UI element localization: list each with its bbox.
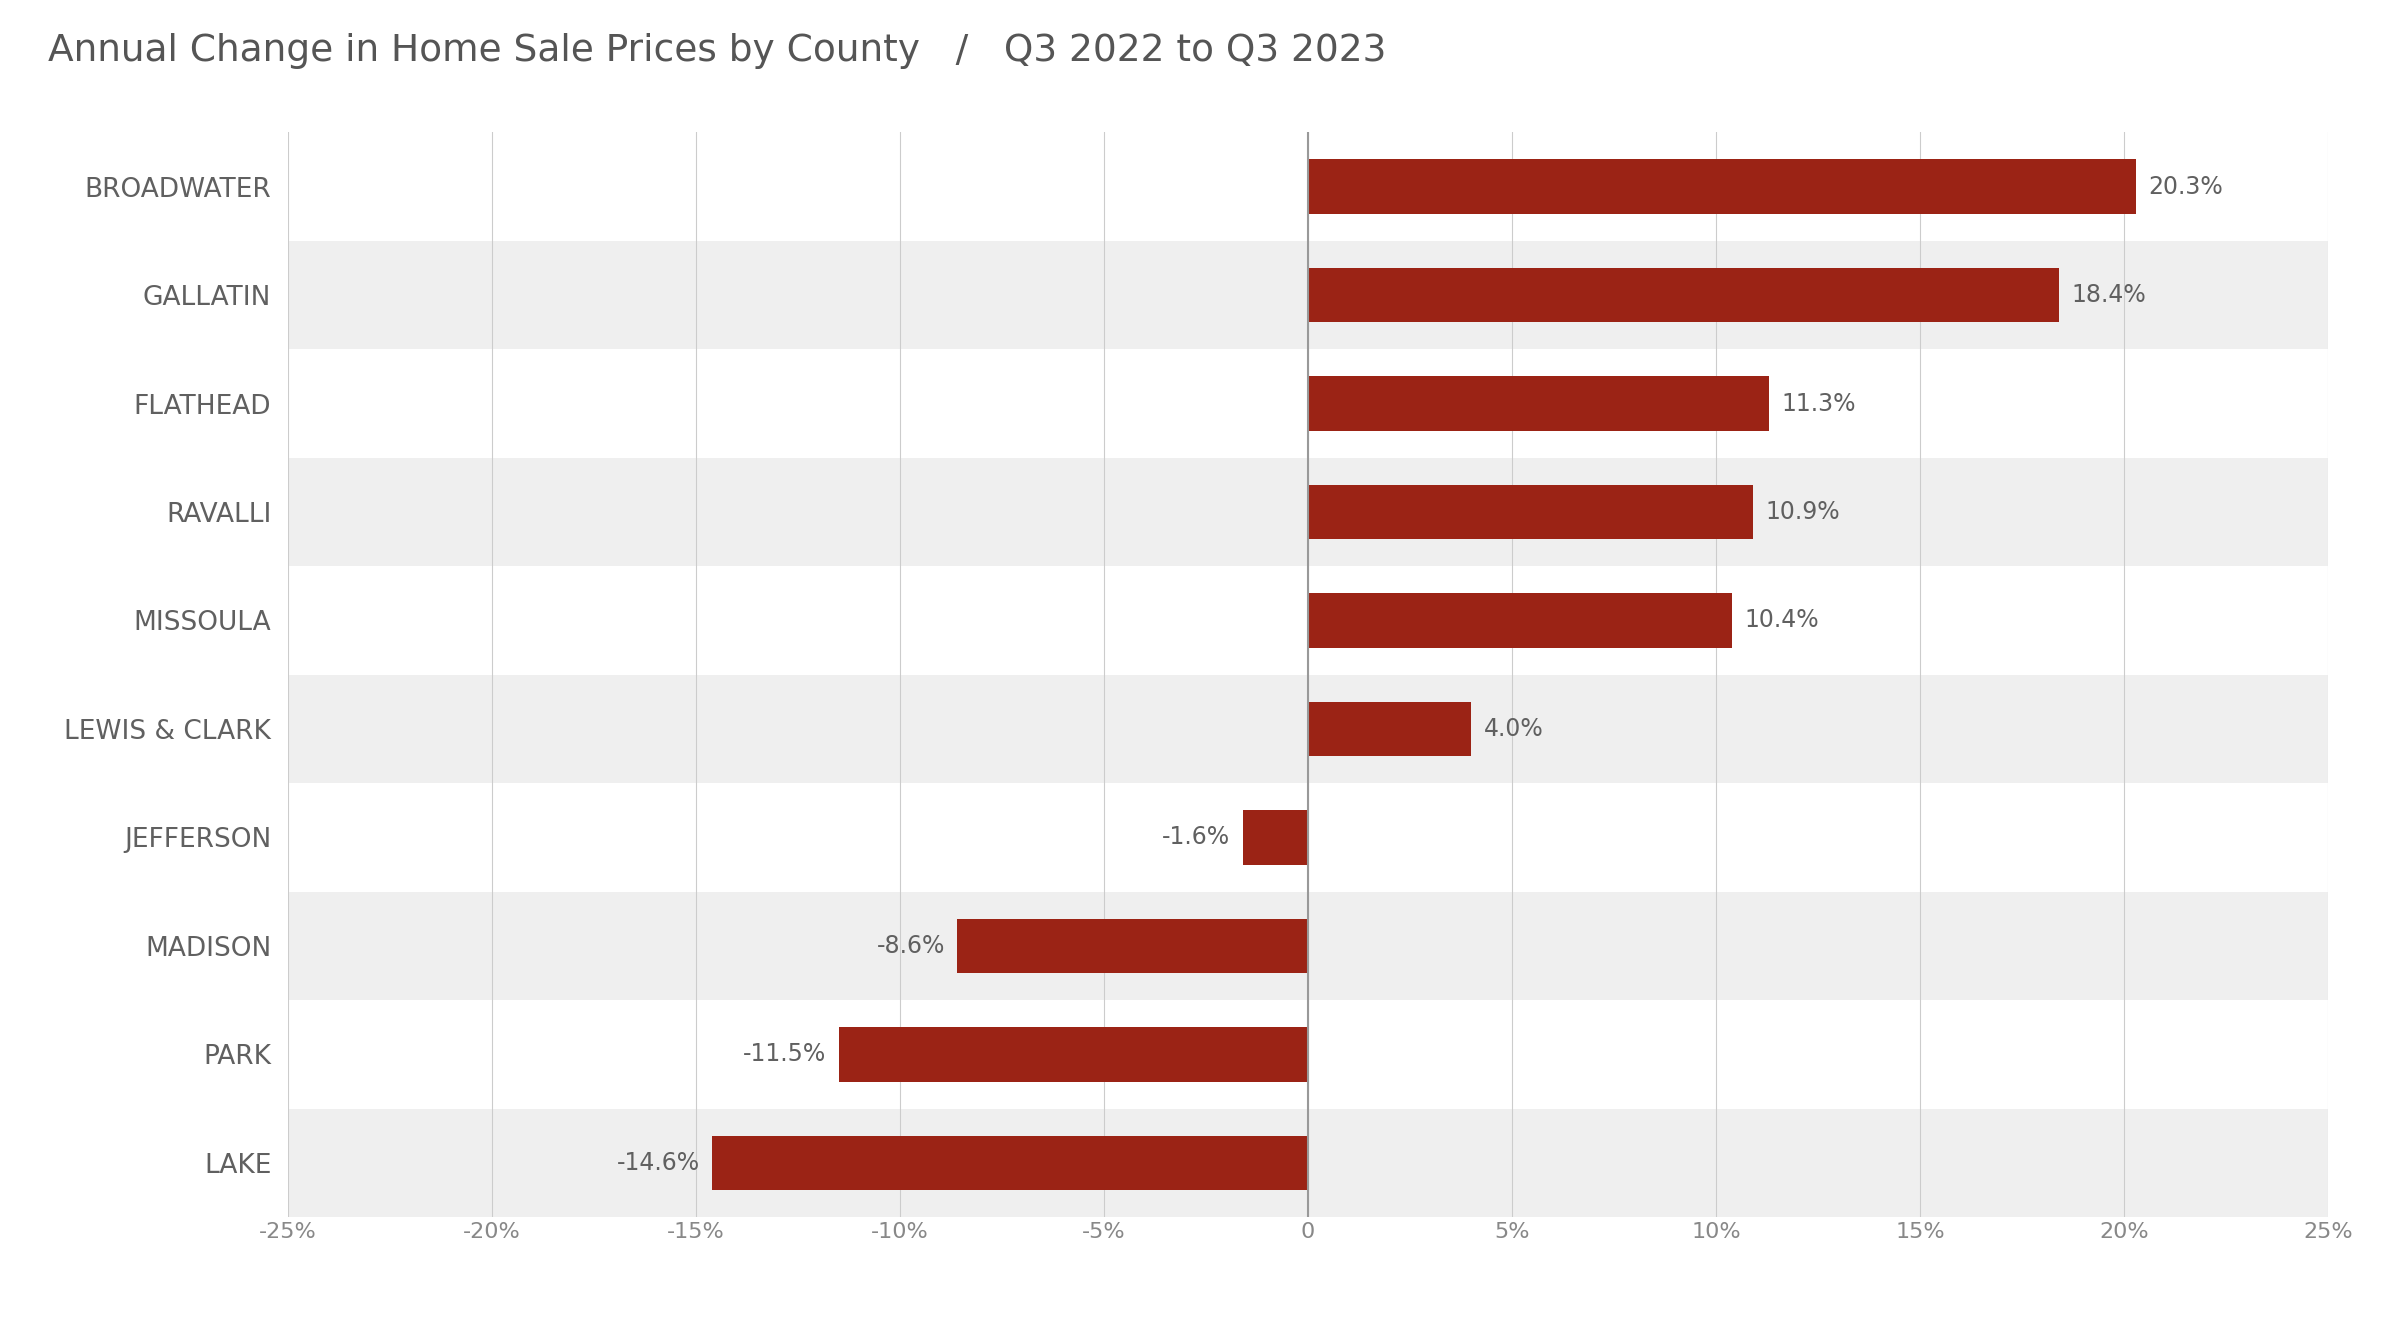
Bar (288, 1000, 2328, 1109)
Bar (1308, 267, 2059, 321)
Bar (288, 783, 2328, 892)
Bar (1308, 159, 2136, 213)
Bar (288, 566, 2328, 675)
Bar (288, 132, 2328, 241)
Text: 10.4%: 10.4% (1745, 609, 1819, 632)
Text: 10.9%: 10.9% (1764, 500, 1838, 524)
Bar (288, 349, 2328, 458)
Bar (288, 675, 2328, 783)
Text: -14.6%: -14.6% (617, 1151, 701, 1175)
Text: 11.3%: 11.3% (1781, 392, 1855, 415)
Text: -11.5%: -11.5% (744, 1043, 826, 1066)
Text: 20.3%: 20.3% (2148, 175, 2222, 198)
Bar (1308, 484, 1752, 540)
Bar (1308, 593, 1733, 647)
Text: 18.4%: 18.4% (2071, 283, 2146, 307)
Bar (288, 1109, 2328, 1217)
Bar (1308, 701, 1471, 755)
Bar (1308, 376, 1769, 430)
Bar (958, 918, 1308, 974)
Text: Annual Change in Home Sale Prices by County   /   Q3 2022 to Q3 2023: Annual Change in Home Sale Prices by Cou… (48, 33, 1387, 69)
Bar (1243, 810, 1308, 865)
Text: -8.6%: -8.6% (876, 934, 946, 958)
Bar (713, 1135, 1308, 1191)
Bar (288, 458, 2328, 566)
Text: 4.0%: 4.0% (1483, 717, 1543, 741)
Bar (840, 1027, 1308, 1082)
Text: -1.6%: -1.6% (1162, 826, 1231, 849)
Bar (288, 892, 2328, 1000)
Bar (288, 241, 2328, 349)
